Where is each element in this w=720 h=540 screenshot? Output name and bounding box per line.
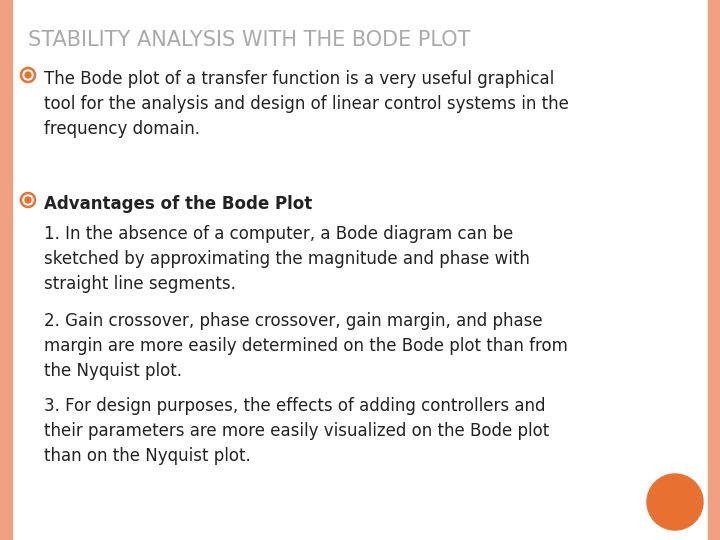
- Text: STABILITY ANALYSIS WITH THE BODE PLOT: STABILITY ANALYSIS WITH THE BODE PLOT: [28, 30, 470, 50]
- Text: 1. In the absence of a computer, a Bode diagram can be
sketched by approximating: 1. In the absence of a computer, a Bode …: [44, 225, 530, 293]
- Text: 2. Gain crossover, phase crossover, gain margin, and phase
margin are more easil: 2. Gain crossover, phase crossover, gain…: [44, 312, 568, 380]
- Bar: [0, 0, 12, 540]
- Circle shape: [25, 197, 31, 203]
- Circle shape: [647, 474, 703, 530]
- Text: The Bode plot of a transfer function is a very useful graphical
tool for the ana: The Bode plot of a transfer function is …: [44, 70, 569, 138]
- Circle shape: [25, 72, 31, 78]
- Text: 3. For design purposes, the effects of adding controllers and
their parameters a: 3. For design purposes, the effects of a…: [44, 397, 549, 465]
- Text: Advantages of the Bode Plot: Advantages of the Bode Plot: [44, 195, 312, 213]
- Bar: [708, 0, 720, 540]
